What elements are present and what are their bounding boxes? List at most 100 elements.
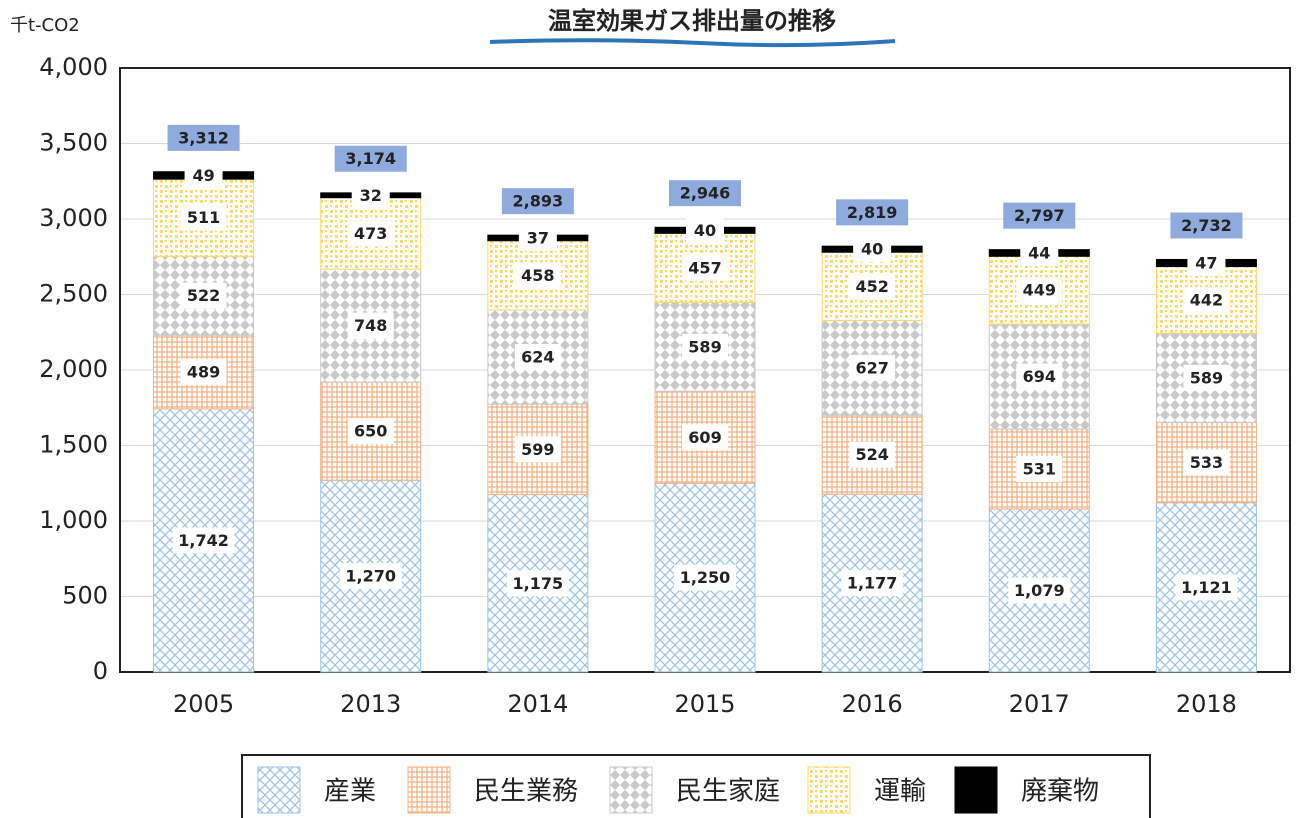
data-label: 511 xyxy=(187,208,220,227)
data-label-box xyxy=(518,224,557,251)
data-label: 650 xyxy=(354,422,387,441)
data-label-box xyxy=(351,182,390,209)
data-label: 1,177 xyxy=(847,574,898,593)
data-label-box xyxy=(849,354,896,381)
total-label: 2,893 xyxy=(513,192,564,211)
total-label: 3,174 xyxy=(345,149,396,168)
data-label: 37 xyxy=(527,228,549,247)
data-label: 609 xyxy=(688,428,721,447)
total-label-box xyxy=(501,188,574,215)
data-label: 624 xyxy=(521,348,554,367)
data-label-box xyxy=(347,418,394,445)
data-label-box xyxy=(339,563,402,590)
data-label-box xyxy=(1183,364,1230,391)
data-label-box xyxy=(347,220,394,247)
y-tick-label: 0 xyxy=(93,657,108,685)
legend-swatch xyxy=(609,766,653,814)
legend-label: 廃棄物 xyxy=(1021,777,1099,807)
data-label: 1,079 xyxy=(1014,581,1065,600)
data-label-box xyxy=(1016,363,1063,390)
total-label: 2,819 xyxy=(847,203,898,222)
data-label: 442 xyxy=(1190,290,1223,309)
x-tick-label: 2017 xyxy=(1009,690,1070,718)
data-label: 449 xyxy=(1023,281,1056,300)
total-label-box xyxy=(836,199,909,226)
data-label: 533 xyxy=(1190,453,1223,472)
data-label-box xyxy=(180,282,227,309)
data-label: 1,121 xyxy=(1181,578,1232,597)
y-tick-label: 4,000 xyxy=(39,53,108,81)
data-label: 694 xyxy=(1023,367,1056,386)
data-label: 458 xyxy=(521,266,554,285)
y-tick-label: 1,500 xyxy=(39,431,108,459)
data-label: 489 xyxy=(187,363,220,382)
total-label: 2,732 xyxy=(1181,216,1232,235)
data-label: 524 xyxy=(855,445,888,464)
data-label: 40 xyxy=(861,240,883,259)
data-label-box xyxy=(1016,455,1063,482)
total-label: 2,797 xyxy=(1014,206,1065,225)
x-tick-label: 2013 xyxy=(340,690,401,718)
data-label-box xyxy=(849,441,896,468)
y-tick-label: 3,000 xyxy=(39,204,108,232)
data-label: 748 xyxy=(354,316,387,335)
data-label-box xyxy=(1175,574,1238,601)
data-label-box xyxy=(849,273,896,300)
legend-box xyxy=(241,754,1151,818)
data-label-box xyxy=(172,527,235,554)
data-label: 49 xyxy=(192,166,214,185)
legend-label: 民生家庭 xyxy=(676,777,780,807)
y-tick-label: 3,500 xyxy=(39,129,108,157)
data-label-box xyxy=(1187,250,1226,277)
legend-swatch xyxy=(807,766,851,814)
legend-label: 民生業務 xyxy=(474,777,578,807)
data-label: 457 xyxy=(688,258,721,277)
data-label: 599 xyxy=(521,440,554,459)
title-underline xyxy=(489,38,896,48)
data-label-box xyxy=(1183,286,1230,313)
total-label-box xyxy=(334,145,407,172)
x-tick-label: 2016 xyxy=(842,690,903,718)
data-label: 627 xyxy=(855,358,888,377)
y-tick-label: 2,000 xyxy=(39,355,108,383)
total-label-box xyxy=(669,180,741,207)
data-label: 40 xyxy=(694,221,716,240)
data-label-box xyxy=(1183,449,1230,476)
legend-label: 産業 xyxy=(324,777,376,807)
chart-title: 温室効果ガス排出量の推移 xyxy=(548,7,836,35)
x-tick-label: 2015 xyxy=(674,690,735,718)
data-label-box xyxy=(853,236,892,263)
data-label: 473 xyxy=(354,224,387,243)
data-label: 589 xyxy=(688,337,721,356)
data-label: 522 xyxy=(187,286,220,305)
data-label: 32 xyxy=(360,186,382,205)
data-label-box xyxy=(514,344,561,371)
data-label: 589 xyxy=(1190,368,1223,387)
y-tick-label: 500 xyxy=(62,582,108,610)
x-tick-label: 2018 xyxy=(1176,690,1237,718)
data-label: 531 xyxy=(1023,459,1056,478)
data-label-box xyxy=(686,217,724,244)
data-label: 47 xyxy=(1195,254,1217,273)
data-label-box xyxy=(180,359,227,386)
data-label: 1,250 xyxy=(680,568,731,587)
y-tick-label: 1,000 xyxy=(39,506,108,534)
data-label-box xyxy=(674,564,736,591)
total-label: 2,946 xyxy=(680,184,731,203)
total-label: 3,312 xyxy=(178,128,229,147)
data-label-box xyxy=(841,570,904,597)
data-label-box xyxy=(682,254,728,281)
data-label-box xyxy=(682,424,728,451)
legend-swatch xyxy=(407,766,451,814)
total-label-box xyxy=(1170,212,1243,239)
data-label: 44 xyxy=(1028,243,1050,262)
data-label-box xyxy=(514,262,561,289)
data-label: 1,270 xyxy=(345,567,396,586)
data-label-box xyxy=(184,162,223,189)
data-label: 1,175 xyxy=(513,574,564,593)
total-label-box xyxy=(167,124,240,151)
data-label-box xyxy=(1016,277,1063,304)
data-label-box xyxy=(347,312,394,339)
data-label: 452 xyxy=(855,277,888,296)
